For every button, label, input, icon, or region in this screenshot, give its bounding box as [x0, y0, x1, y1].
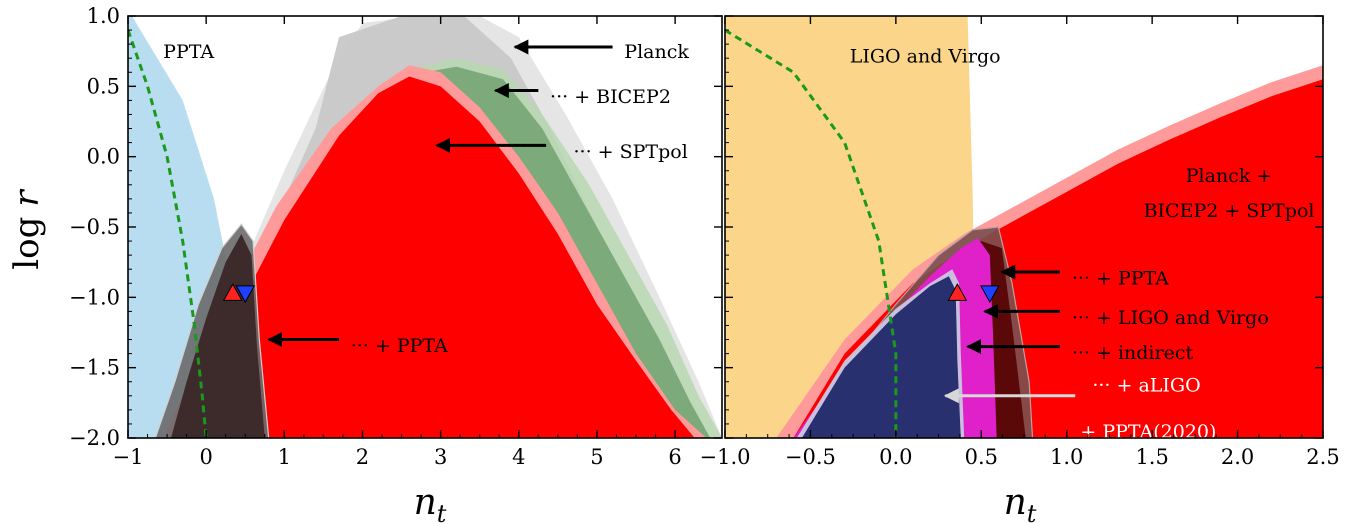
- right-annotation-label-2: ··· + indirect: [1072, 342, 1194, 364]
- ytick-label: −1.0: [69, 285, 120, 309]
- left-annotation-label-2: ··· + SPTpol: [574, 141, 688, 163]
- right-xtick-label: 1.0: [1050, 445, 1083, 469]
- left-annotation-label-3: ··· + PPTA: [351, 335, 448, 357]
- aligo-region: [801, 276, 961, 438]
- y-axis-label: logr: [7, 189, 47, 270]
- planck-combo-label-1: Planck +: [1186, 165, 1273, 187]
- right-xtick-label: 0.5: [965, 445, 998, 469]
- left-annotation-label-1: ··· + BICEP2: [550, 86, 671, 108]
- right-annotation-label-0: ··· + PPTA: [1072, 268, 1169, 290]
- right-marker-triangle-up: [947, 283, 968, 301]
- left-xtick-label: 5: [590, 445, 603, 469]
- right-xtick-label: 1.5: [1135, 445, 1168, 469]
- right-annotation-label-1: ··· + LIGO and Virgo: [1072, 307, 1269, 329]
- left-x-axis-label: nt: [414, 482, 447, 524]
- ytick-label: −2.0: [69, 426, 120, 450]
- right-xtick-label: −0.5: [785, 445, 836, 469]
- left-annotation-label-0: Planck: [624, 41, 689, 63]
- left-xtick-label: 3: [434, 445, 447, 469]
- ppta-region-label: PPTA: [163, 41, 214, 63]
- left-marker-triangle-down: [235, 285, 256, 304]
- right-xtick-label: 2.0: [1221, 445, 1254, 469]
- right-green-dashed-line: [725, 28, 898, 438]
- ytick-label: 1.0: [87, 4, 120, 28]
- left-ticks: −1 0 1 2 3 4 5 6 −2.0 −1.5 −1.0 −0.5 0.0 0.5 1.0: [69, 4, 722, 469]
- ytick-label: −0.5: [69, 215, 120, 239]
- left-green-dashed-line: [128, 29, 208, 438]
- left-xtick-label: 1: [278, 445, 291, 469]
- right-x-axis-label: nt: [1004, 482, 1037, 524]
- left-regions: [128, 16, 722, 438]
- right-xtick-label: 2.5: [1306, 445, 1339, 469]
- right-annotations: ··· + PPTA ··· + LIGO and Virgo ··· + indi…: [943, 264, 1269, 443]
- left-xtick-label: 4: [512, 445, 525, 469]
- left-panel: Planck ··· + BICEP2 ··· + SPTpol ··· + PPTA…: [69, 4, 723, 469]
- left-xtick-label: 6: [668, 445, 681, 469]
- left-annotations: Planck ··· + BICEP2 ··· + SPTpol ··· + PPTA: [222, 39, 689, 357]
- right-ticks: −1.0 −0.5 0.0 0.5 1.0 1.5 2.0 2.5: [700, 15, 1340, 469]
- right-marker-triangle-down: [979, 285, 1000, 304]
- left-xtick-label: −1: [113, 445, 144, 469]
- ytick-label: −1.5: [69, 356, 120, 380]
- right-regions: [725, 16, 1323, 438]
- left-xtick-label: 0: [199, 445, 212, 469]
- sptpol-inner-region: [170, 76, 695, 438]
- left-marker-triangle-up: [222, 283, 243, 301]
- left-xtick-label: 2: [356, 445, 369, 469]
- right-panel: ··· + PPTA ··· + LIGO and Virgo ··· + indi…: [700, 15, 1340, 469]
- ytick-label: 0.0: [87, 145, 120, 169]
- ligo-region-label: LIGO and Virgo: [850, 45, 1001, 67]
- ppta-combo-inner-region: [170, 234, 265, 438]
- right-xtick-label: −1.0: [700, 445, 751, 469]
- right-annotation-label-4: + PPTA(2020): [1080, 421, 1216, 443]
- right-xtick-label: 0.0: [879, 445, 912, 469]
- right-annotation-label-3: ··· + aLIGO: [1092, 375, 1200, 397]
- ytick-label: 0.5: [87, 74, 120, 98]
- planck-combo-label-2: BICEP2 + SPTpol: [1144, 200, 1315, 222]
